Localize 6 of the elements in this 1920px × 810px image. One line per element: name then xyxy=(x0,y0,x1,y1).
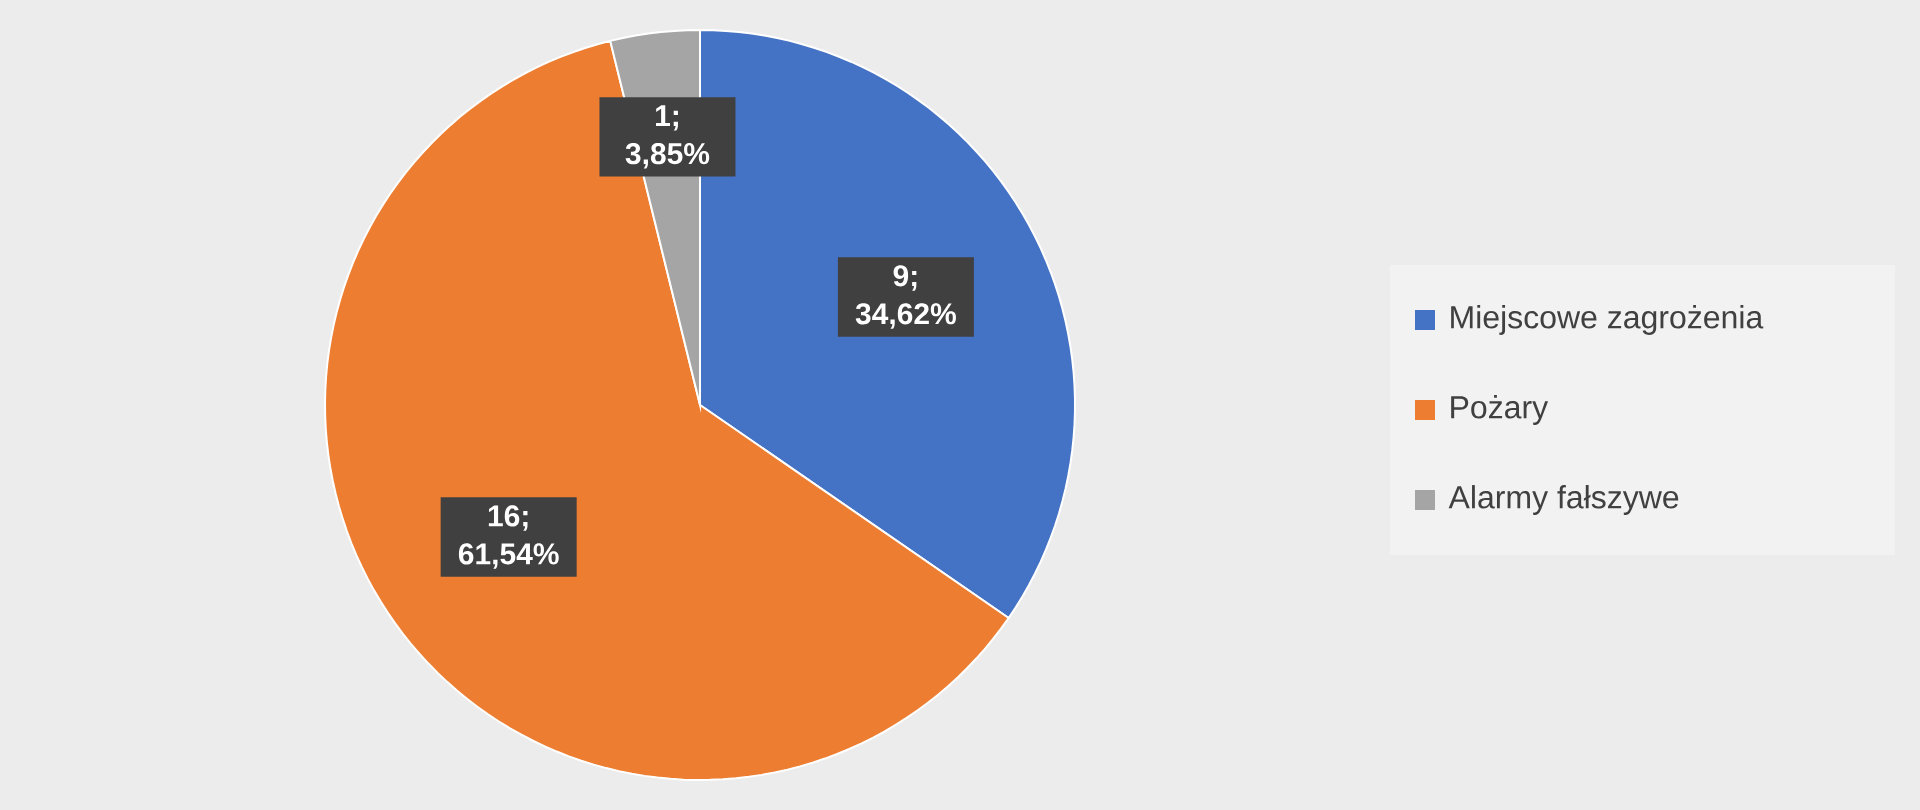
legend-label: Pożary xyxy=(1451,395,1549,425)
data-label: 16; 61,54% xyxy=(458,505,559,569)
data-label: 9; 34,62% xyxy=(855,265,956,329)
legend-label: Miejscowe zagrożenia xyxy=(1451,305,1764,335)
data-label: 1; 3,85% xyxy=(625,105,710,169)
legend-label: Alarmy fałszywe xyxy=(1448,485,1679,515)
